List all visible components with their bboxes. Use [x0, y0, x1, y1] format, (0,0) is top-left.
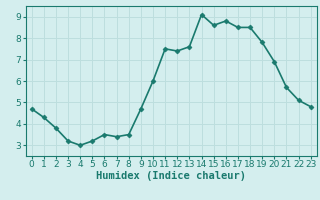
X-axis label: Humidex (Indice chaleur): Humidex (Indice chaleur)	[96, 171, 246, 181]
